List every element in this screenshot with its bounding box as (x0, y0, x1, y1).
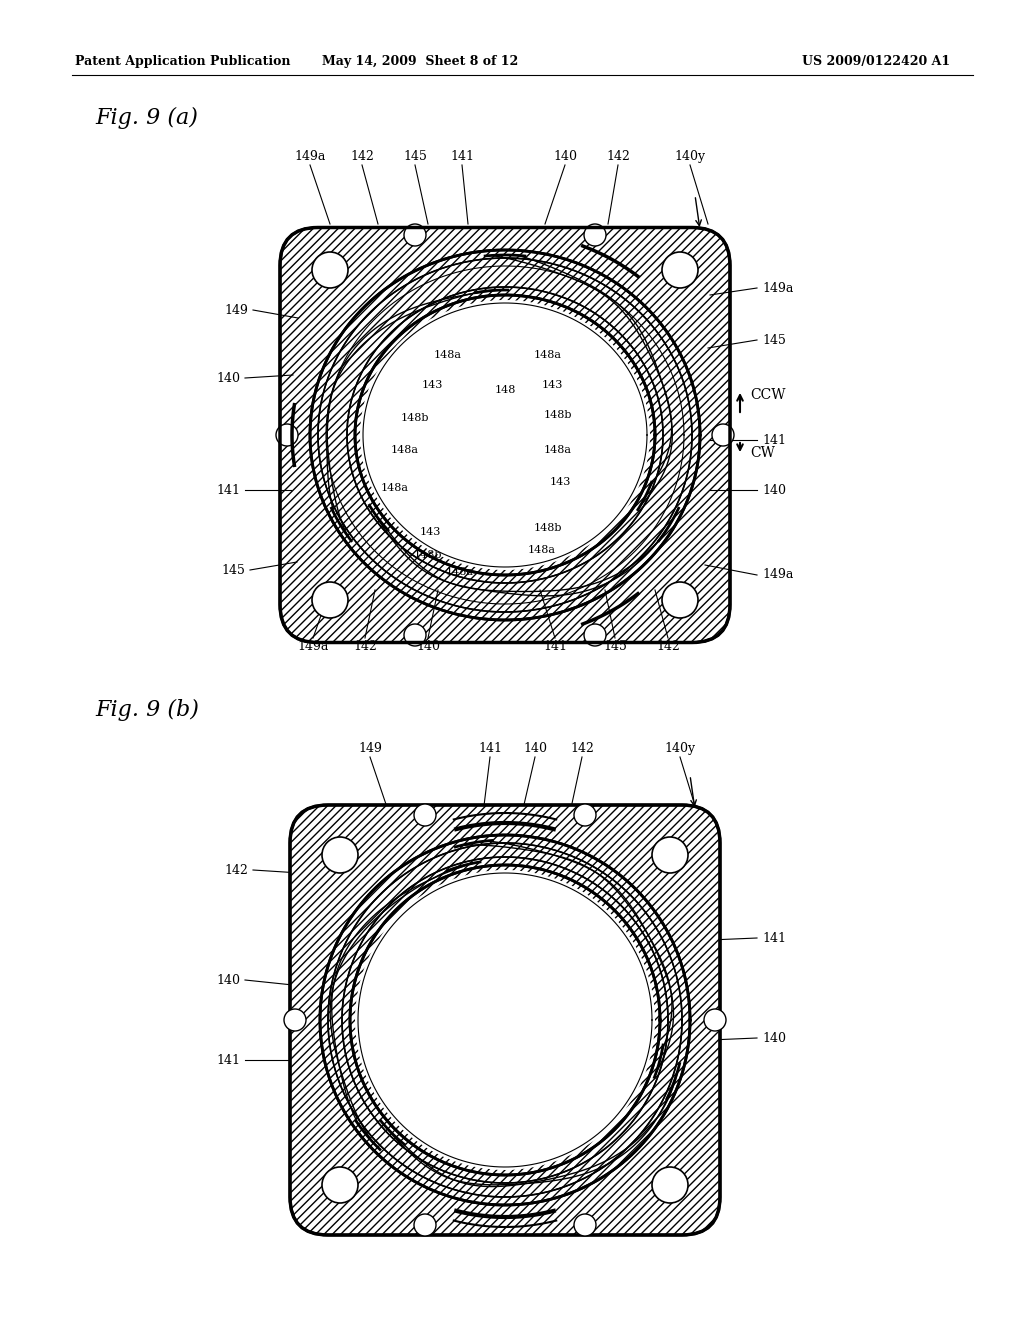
Circle shape (404, 624, 426, 645)
Circle shape (584, 624, 606, 645)
Text: 148b: 148b (544, 411, 572, 420)
Text: Patent Application Publication: Patent Application Publication (75, 55, 291, 69)
Text: 148: 148 (489, 1011, 521, 1028)
Circle shape (414, 1214, 436, 1236)
Text: 141: 141 (483, 1220, 507, 1233)
Text: 142: 142 (353, 640, 377, 653)
Ellipse shape (355, 870, 655, 1170)
Text: 142: 142 (350, 150, 374, 162)
Circle shape (276, 424, 298, 446)
Text: 148a: 148a (544, 445, 572, 455)
Text: CCW: CCW (750, 388, 785, 403)
Text: 142: 142 (656, 640, 680, 653)
Circle shape (652, 837, 688, 873)
Text: 140: 140 (416, 640, 440, 653)
Text: 140y: 140y (665, 742, 695, 755)
Text: 149a: 149a (762, 569, 794, 582)
Text: 142: 142 (570, 742, 594, 755)
Text: 141: 141 (762, 932, 786, 945)
Text: 140y: 140y (675, 150, 706, 162)
Text: 143: 143 (419, 527, 440, 537)
Text: 140: 140 (216, 974, 240, 986)
Text: 140: 140 (523, 742, 547, 755)
Text: 143: 143 (542, 380, 562, 389)
Circle shape (662, 582, 698, 618)
Text: 145: 145 (603, 640, 627, 653)
Text: 145: 145 (221, 564, 245, 577)
Circle shape (705, 1008, 726, 1031)
Text: 141: 141 (216, 483, 240, 496)
Text: 140: 140 (762, 483, 786, 496)
Text: US 2009/0122420 A1: US 2009/0122420 A1 (802, 55, 950, 69)
Ellipse shape (360, 300, 650, 570)
Circle shape (574, 804, 596, 826)
FancyBboxPatch shape (280, 227, 730, 643)
Circle shape (662, 252, 698, 288)
Text: 149a: 149a (762, 281, 794, 294)
Text: 140: 140 (762, 1031, 786, 1044)
Text: 141: 141 (216, 1053, 240, 1067)
Circle shape (414, 804, 436, 826)
Circle shape (712, 424, 734, 446)
Circle shape (584, 224, 606, 246)
Circle shape (574, 1214, 596, 1236)
Text: 141: 141 (450, 150, 474, 162)
Text: 140: 140 (553, 150, 577, 162)
Circle shape (322, 837, 358, 873)
Text: 149: 149 (224, 304, 248, 317)
Circle shape (322, 1167, 358, 1203)
Text: 140: 140 (216, 371, 240, 384)
Text: May 14, 2009  Sheet 8 of 12: May 14, 2009 Sheet 8 of 12 (322, 55, 518, 69)
Text: 149a: 149a (294, 150, 326, 162)
Text: 148b: 148b (400, 413, 429, 422)
FancyBboxPatch shape (290, 805, 720, 1236)
Text: 141: 141 (762, 433, 786, 446)
Text: CW: CW (750, 446, 775, 459)
Text: 141: 141 (543, 640, 567, 653)
Text: 145: 145 (403, 150, 427, 162)
Text: 143: 143 (549, 477, 570, 487)
Circle shape (652, 1167, 688, 1203)
Text: 143: 143 (421, 380, 442, 389)
Text: 148a: 148a (446, 568, 474, 577)
Text: 148: 148 (495, 385, 516, 395)
Circle shape (404, 224, 426, 246)
Text: Fig. 9 (a): Fig. 9 (a) (95, 107, 198, 129)
Text: 148a: 148a (528, 545, 556, 554)
Circle shape (312, 582, 348, 618)
Text: 148b: 148b (534, 523, 562, 533)
Text: 142: 142 (318, 1220, 342, 1233)
Circle shape (312, 252, 348, 288)
Text: 141: 141 (478, 742, 502, 755)
Text: 149a: 149a (297, 640, 329, 653)
Text: 140: 140 (423, 1220, 447, 1233)
Text: 148a: 148a (534, 350, 562, 360)
Text: 148a: 148a (381, 483, 409, 492)
Text: 148b: 148b (414, 550, 442, 560)
Text: 142: 142 (636, 1220, 659, 1233)
Text: 142: 142 (224, 863, 248, 876)
Text: 145: 145 (762, 334, 785, 346)
Text: 148a: 148a (434, 350, 462, 360)
Text: 149: 149 (358, 742, 382, 755)
Circle shape (284, 1008, 306, 1031)
Text: Fig. 9 (b): Fig. 9 (b) (95, 700, 199, 721)
Text: 148a: 148a (391, 445, 419, 455)
Text: 142: 142 (606, 150, 630, 162)
